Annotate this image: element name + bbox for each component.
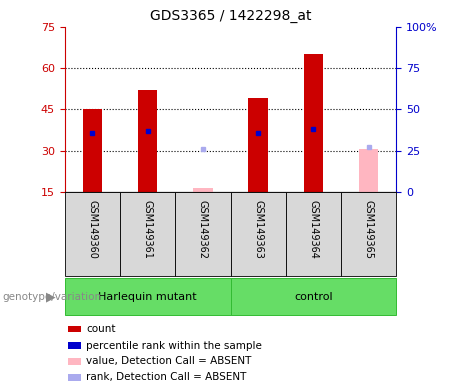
Bar (68, 343, 81, 349)
Text: GSM149362: GSM149362 (198, 200, 208, 260)
Bar (83, 109, 102, 192)
Bar (359, 149, 378, 192)
Bar (68, 374, 81, 381)
Bar (120, 192, 175, 276)
Text: genotype/variation: genotype/variation (2, 291, 101, 302)
Bar (193, 188, 213, 192)
Text: percentile rank within the sample: percentile rank within the sample (86, 341, 262, 351)
Bar (65, 192, 120, 276)
Bar (175, 192, 230, 276)
Text: Harlequin mutant: Harlequin mutant (98, 291, 197, 302)
Bar (68, 358, 81, 364)
Bar (68, 326, 81, 332)
Text: GSM149364: GSM149364 (308, 200, 319, 259)
Bar (304, 55, 323, 192)
Bar (65, 278, 230, 315)
Bar (248, 98, 268, 192)
Text: count: count (86, 324, 116, 334)
Bar (230, 192, 286, 276)
Title: GDS3365 / 1422298_at: GDS3365 / 1422298_at (150, 9, 311, 23)
Text: GSM149365: GSM149365 (364, 200, 374, 260)
Bar (230, 278, 396, 315)
Bar (341, 192, 396, 276)
Text: GSM149361: GSM149361 (142, 200, 153, 259)
Text: GSM149360: GSM149360 (87, 200, 97, 259)
Text: rank, Detection Call = ABSENT: rank, Detection Call = ABSENT (86, 372, 247, 382)
Text: ▶: ▶ (46, 290, 55, 303)
Text: value, Detection Call = ABSENT: value, Detection Call = ABSENT (86, 356, 252, 366)
Text: GSM149363: GSM149363 (253, 200, 263, 259)
Bar (286, 192, 341, 276)
Bar (138, 90, 157, 192)
Text: control: control (294, 291, 333, 302)
